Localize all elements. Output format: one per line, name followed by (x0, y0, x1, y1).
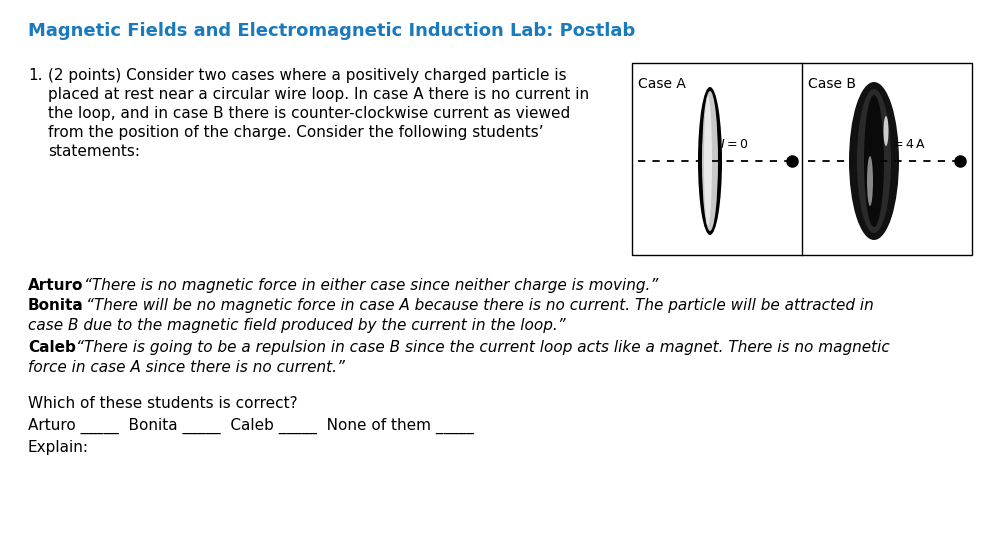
Text: : “There will be no magnetic force in case A because there is no current. The pa: : “There will be no magnetic force in ca… (76, 298, 874, 313)
Ellipse shape (849, 82, 899, 240)
Text: Which of these students is correct?: Which of these students is correct? (28, 396, 297, 411)
Text: Arturo _____  Bonita _____  Caleb _____  None of them _____: Arturo _____ Bonita _____ Caleb _____ No… (28, 418, 474, 434)
Text: Caleb: Caleb (28, 340, 76, 355)
Text: Case A: Case A (638, 77, 686, 91)
Ellipse shape (702, 91, 718, 231)
Text: 1.: 1. (28, 68, 43, 83)
Text: $I=0$: $I=0$ (720, 138, 748, 151)
Text: : “There is no magnetic force in either case since neither charge is moving.”: : “There is no magnetic force in either … (74, 278, 659, 293)
Text: force in case A since there is no current.”: force in case A since there is no curren… (28, 360, 345, 375)
Text: Arturo: Arturo (28, 278, 84, 293)
Ellipse shape (704, 96, 712, 226)
Ellipse shape (883, 116, 888, 146)
Text: statements:: statements: (48, 144, 140, 159)
Ellipse shape (857, 89, 891, 233)
Text: : “There is going to be a repulsion in case B since the current loop acts like a: : “There is going to be a repulsion in c… (66, 340, 890, 355)
Text: Magnetic Fields and Electromagnetic Induction Lab: Postlab: Magnetic Fields and Electromagnetic Indu… (28, 22, 636, 40)
Ellipse shape (864, 95, 884, 227)
Text: Bonita: Bonita (28, 298, 84, 313)
Bar (632, 63, 972, 255)
Ellipse shape (867, 156, 873, 206)
Text: Explain:: Explain: (28, 440, 89, 455)
Text: (2 points) Consider two cases where a positively charged particle is: (2 points) Consider two cases where a po… (48, 68, 567, 83)
Text: placed at rest near a circular wire loop. In case A there is no current in: placed at rest near a circular wire loop… (48, 87, 589, 102)
Ellipse shape (698, 87, 722, 235)
Text: the loop, and in case B there is counter-clockwise current as viewed: the loop, and in case B there is counter… (48, 106, 570, 121)
Text: case B due to the magnetic field produced by the current in the loop.”: case B due to the magnetic field produce… (28, 318, 566, 333)
Text: $I=4\,\mathrm{A}$: $I=4\,\mathrm{A}$ (886, 138, 925, 151)
Text: Case B: Case B (808, 77, 856, 91)
Text: from the position of the charge. Consider the following students’: from the position of the charge. Conside… (48, 125, 544, 140)
